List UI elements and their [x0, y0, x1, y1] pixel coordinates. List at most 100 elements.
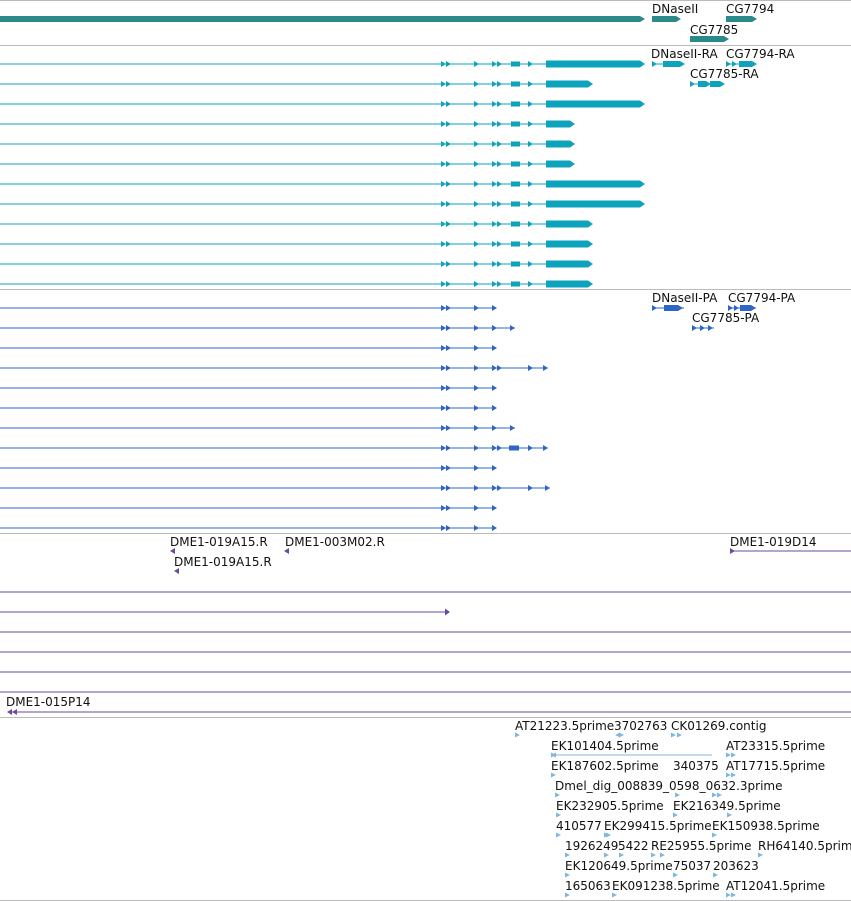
cds-segment-marker[interactable]: [441, 525, 446, 531]
mrna-exon-marker[interactable]: [441, 141, 446, 147]
est-label[interactable]: EK150938.5prime: [712, 819, 820, 833]
cds-segment-marker[interactable]: [492, 425, 497, 431]
cds-segment-marker[interactable]: [441, 445, 446, 451]
est-feature[interactable]: [717, 792, 722, 798]
mrna-exon-marker[interactable]: [474, 261, 479, 267]
mrna-exon-marker[interactable]: [446, 241, 451, 247]
cds-segment-marker[interactable]: [543, 445, 548, 451]
mrna-exon[interactable]: [512, 281, 520, 287]
est-feature[interactable]: [619, 852, 624, 858]
mrna-exon-marker[interactable]: [528, 121, 533, 127]
est-label[interactable]: AT21223.5prime: [515, 719, 615, 733]
gene-feature-cg7794[interactable]: [726, 16, 752, 22]
mrna-exon-marker[interactable]: [497, 61, 502, 67]
mrna-exon-marker[interactable]: [441, 281, 446, 287]
cds-dnaseii-pa-exon[interactable]: [652, 305, 657, 311]
mrna-exon-marker[interactable]: [441, 201, 446, 207]
cds-segment-marker[interactable]: [446, 505, 451, 511]
cds-segment-marker[interactable]: [474, 325, 479, 331]
mrna-dnaseii-ra-block-arrow[interactable]: [680, 61, 685, 67]
cds-cg7794-pa-block-arrow[interactable]: [751, 305, 756, 311]
cds-segment-marker[interactable]: [441, 485, 446, 491]
est-feature[interactable]: [651, 852, 656, 858]
bac-label-019d14[interactable]: DME1-019D14: [730, 535, 817, 549]
mrna-dnaseii-ra-exon[interactable]: [652, 61, 657, 67]
mrna-exon-marker[interactable]: [497, 281, 502, 287]
mrna-exon[interactable]: [512, 181, 520, 187]
mrna-exon[interactable]: [512, 161, 520, 167]
mrna-exon[interactable]: [512, 141, 520, 147]
est-feature[interactable]: [556, 832, 561, 838]
cds-cg7785-pa-exon[interactable]: [700, 325, 705, 331]
est-feature[interactable]: [731, 772, 736, 778]
mrna-label-dnaseii-ra[interactable]: DNaseII-RA: [651, 47, 718, 61]
cds-segment-marker[interactable]: [528, 445, 533, 451]
gene-feature-dnaseii-body-arrow[interactable]: [640, 16, 645, 22]
gene-label-dnaseii[interactable]: DNaseII: [652, 2, 699, 16]
mrna-cg7785-ra-block-arrow[interactable]: [720, 81, 725, 87]
cds-segment-marker[interactable]: [497, 485, 502, 491]
mrna-exon-marker[interactable]: [528, 221, 533, 227]
cds-segment-marker[interactable]: [441, 305, 446, 311]
bac-label-003m02-r[interactable]: DME1-003M02.R: [285, 535, 385, 549]
cds-segment-marker[interactable]: [474, 425, 479, 431]
mrna-exon-marker[interactable]: [441, 121, 446, 127]
cds-segment-marker[interactable]: [492, 305, 497, 311]
mrna-exon[interactable]: [512, 261, 520, 267]
mrna-exon-marker[interactable]: [474, 61, 479, 67]
mrna-exon-marker[interactable]: [446, 101, 451, 107]
cds-segment-marker[interactable]: [492, 365, 497, 371]
cds-segment-marker[interactable]: [446, 385, 451, 391]
mrna-cds-block[interactable]: [546, 240, 588, 248]
cds-segment-marker[interactable]: [441, 505, 446, 511]
cds-segment-marker[interactable]: [492, 445, 497, 451]
est-feature[interactable]: [606, 832, 611, 838]
est-feature[interactable]: [726, 752, 731, 758]
gene-feature-dnaseii[interactable]: [652, 16, 676, 22]
cds-segment-marker[interactable]: [474, 365, 479, 371]
mrna-exon-marker[interactable]: [446, 141, 451, 147]
gene-feature-cg7785-arrow[interactable]: [724, 36, 729, 42]
cds-segment-marker[interactable]: [474, 505, 479, 511]
est-feature[interactable]: [673, 812, 678, 818]
est-feature[interactable]: [555, 792, 560, 798]
mrna-exon-marker[interactable]: [446, 201, 451, 207]
cds-segment-marker[interactable]: [446, 445, 451, 451]
cds-segment-marker[interactable]: [446, 325, 451, 331]
cds-segment-marker[interactable]: [446, 405, 451, 411]
cds-segment-marker[interactable]: [441, 385, 446, 391]
mrna-exon-marker[interactable]: [474, 201, 479, 207]
mrna-exon-marker[interactable]: [446, 161, 451, 167]
mrna-cds-block-arrow[interactable]: [570, 160, 575, 168]
mrna-exon-marker[interactable]: [446, 181, 451, 187]
cds-segment-marker[interactable]: [492, 525, 497, 531]
mrna-exon-marker[interactable]: [441, 261, 446, 267]
mrna-cg7785-ra-block[interactable]: [710, 81, 720, 87]
mrna-exon-marker[interactable]: [474, 121, 479, 127]
est-feature[interactable]: [713, 872, 718, 878]
mrna-cg7794-ra-block-arrow[interactable]: [752, 61, 757, 67]
est-label[interactable]: AT23315.5prime: [726, 739, 826, 753]
bac-label-019a15-r[interactable]: DME1-019A15.R: [170, 535, 268, 549]
mrna-cds-block[interactable]: [546, 140, 570, 148]
cds-segment-marker[interactable]: [441, 325, 446, 331]
mrna-exon-marker[interactable]: [528, 61, 533, 67]
cds-segment-marker[interactable]: [474, 305, 479, 311]
mrna-exon[interactable]: [512, 241, 520, 247]
est-label[interactable]: 1926249: [565, 839, 619, 853]
cds-segment-marker[interactable]: [441, 405, 446, 411]
est-feature[interactable]: [565, 872, 570, 878]
mrna-exon-marker[interactable]: [497, 141, 502, 147]
est-feature[interactable]: [619, 732, 624, 738]
mrna-exon-marker[interactable]: [492, 221, 497, 227]
est-label[interactable]: EK120649.5prime: [565, 859, 673, 873]
mrna-exon-marker[interactable]: [474, 181, 479, 187]
bac-feature-019a15-r-second[interactable]: [174, 568, 179, 574]
mrna-cds-block[interactable]: [546, 180, 640, 188]
mrna-exon[interactable]: [512, 101, 520, 107]
mrna-exon-marker[interactable]: [497, 201, 502, 207]
est-label[interactable]: EK232905.5prime: [556, 799, 664, 813]
mrna-cds-block[interactable]: [546, 80, 588, 88]
gene-label-cg7785[interactable]: CG7785: [690, 23, 739, 37]
mrna-cds-block-arrow[interactable]: [588, 240, 593, 248]
